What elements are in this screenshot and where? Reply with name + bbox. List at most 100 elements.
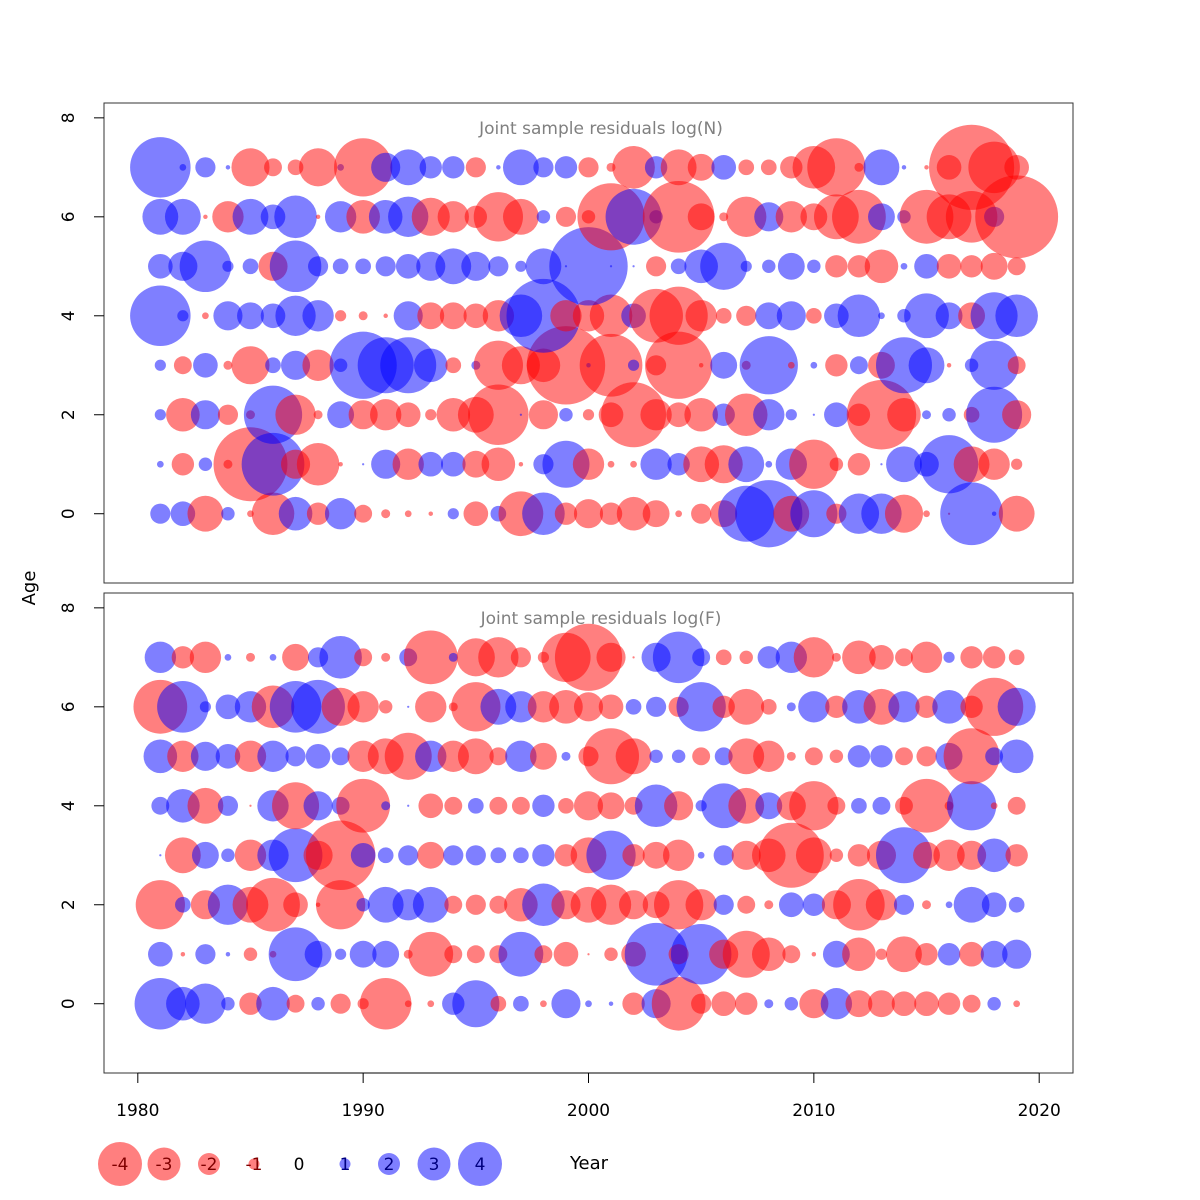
residual-bubble (886, 446, 922, 483)
residual-bubble (870, 745, 893, 768)
residual-bubble (590, 884, 632, 925)
residual-bubble (847, 453, 871, 476)
residual-bubble (336, 778, 391, 833)
residual-bubble (884, 494, 924, 533)
residual-bubble (692, 747, 711, 766)
residual-bubble (305, 820, 376, 890)
residual-bubble (299, 148, 338, 187)
residual-bubble (354, 504, 373, 523)
residual-bubble (786, 751, 796, 761)
residual-bubble (959, 941, 984, 967)
residual-bubble (829, 457, 844, 471)
residual-bubble (922, 900, 932, 910)
residual-bubble (528, 400, 558, 430)
residual-bubble (714, 747, 733, 766)
residual-bubble (222, 260, 234, 272)
residual-bubble (489, 796, 508, 815)
residual-bubble (646, 256, 667, 277)
residual-bubble (417, 841, 445, 869)
residual-bubble (851, 797, 867, 814)
residual-bubble (502, 149, 539, 186)
residual-bubble (642, 841, 670, 869)
residual-bubble (164, 837, 201, 874)
residual-bubble (171, 453, 195, 476)
residual-bubble (754, 202, 784, 232)
residual-bubble (878, 312, 885, 320)
residual-bubble (692, 648, 711, 667)
residual-bubble (302, 349, 334, 381)
residual-bubble (443, 845, 464, 866)
residual-bubble (315, 214, 321, 220)
residual-bubble (356, 898, 370, 912)
residual-bubble (777, 252, 805, 280)
residual-bubble (687, 153, 715, 181)
residual-bubble (347, 691, 379, 723)
residual-bubble (728, 688, 765, 725)
residual-bubble (977, 838, 1011, 873)
residual-bubble (551, 989, 581, 1019)
residual-bubble (395, 253, 421, 279)
residual-bubble (224, 653, 232, 661)
residual-bubble (764, 999, 774, 1009)
residual-bubble (348, 400, 378, 430)
residual-bubble (751, 937, 786, 972)
residual-bubble (239, 992, 262, 1015)
residual-bubble (231, 346, 270, 385)
residual-bubble (540, 1000, 547, 1008)
residual-bubble (687, 203, 715, 231)
residual-bubble (953, 446, 990, 483)
residual-bubble (914, 253, 939, 279)
residual-bubble (411, 197, 450, 236)
residual-bubble (384, 732, 432, 780)
residual-bubble (868, 990, 895, 1018)
residual-bubble (553, 941, 579, 967)
residual-bubble (407, 705, 410, 708)
residual-bubble (515, 260, 527, 272)
residual-bubble (811, 952, 817, 957)
residual-bubble (561, 751, 571, 761)
residual-bubble (764, 900, 774, 910)
residual-bubble (622, 992, 645, 1015)
residual-bubble (802, 893, 826, 916)
residual-bubble (349, 940, 377, 968)
residual-bubble (854, 162, 864, 172)
residual-bubble (833, 878, 885, 931)
residual-bubble (847, 745, 871, 768)
residual-bubble (354, 648, 373, 667)
residual-bubble (398, 845, 419, 866)
residual-bubble (519, 413, 523, 416)
residual-bubble (837, 294, 881, 338)
residual-bubble (371, 449, 401, 479)
residual-bubble (203, 214, 208, 220)
x-tick-label: 1990 (342, 1101, 385, 1121)
residual-bubble (812, 413, 815, 416)
legend-label: 1 (340, 1155, 351, 1175)
residual-bubble (461, 251, 491, 281)
residual-bubble (154, 409, 166, 421)
residual-bubble (662, 839, 695, 871)
residual-bubble (775, 201, 807, 233)
residual-bubble (275, 295, 316, 336)
residual-bubble (463, 303, 489, 329)
residual-bubble (646, 696, 667, 717)
residual-bubble (914, 991, 939, 1017)
residual-bubble (466, 945, 485, 964)
residual-bubble (465, 845, 486, 866)
residual-bubble (863, 688, 900, 725)
residual-bubble (829, 848, 844, 862)
residual-bubble (691, 993, 712, 1014)
residual-bubble (408, 931, 454, 977)
residual-bubble (159, 854, 162, 857)
residual-bubble (842, 937, 876, 972)
residual-bubble (634, 784, 678, 828)
residual-bubble (506, 278, 581, 353)
residual-bubble (321, 687, 360, 726)
residual-bubble (274, 195, 317, 239)
residual-bubble (829, 749, 844, 764)
x-tick-label: 2020 (1018, 1101, 1061, 1121)
residual-bubble (335, 948, 347, 960)
residual-bubble (463, 501, 489, 527)
residual-bubble (189, 641, 222, 674)
residual-bubble (513, 995, 529, 1012)
residual-bubble (573, 499, 604, 529)
